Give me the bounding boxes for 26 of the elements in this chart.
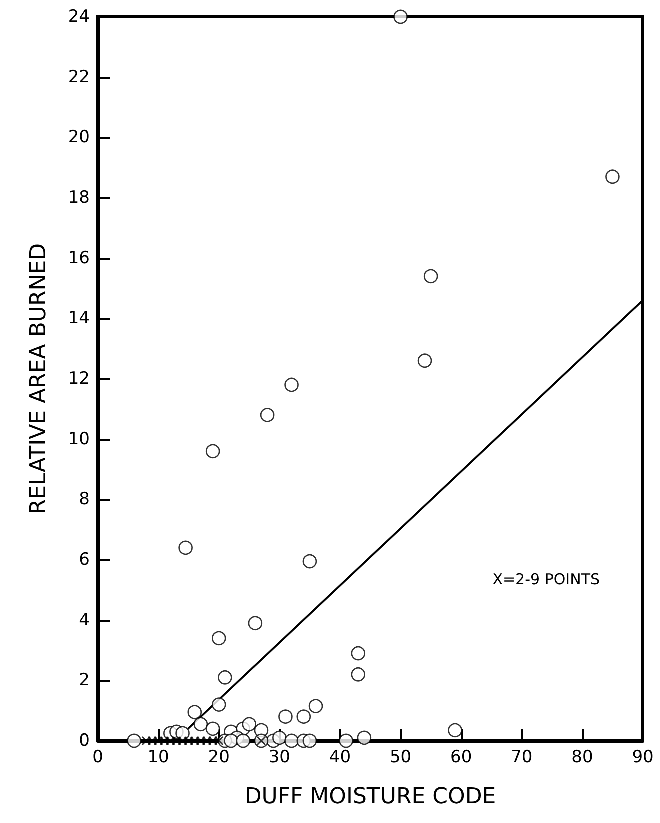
y-tick-label: 0 (79, 731, 90, 751)
x-tick-label: 60 (450, 748, 472, 768)
x-tick-label: 40 (329, 748, 352, 768)
y-tick-label: 22 (68, 67, 90, 88)
y-tick-label: 12 (68, 369, 90, 389)
x-tick-label: 70 (511, 748, 533, 768)
x-tick-label: 30 (268, 748, 290, 768)
y-tick-label: 4 (79, 610, 90, 630)
y-tick-label: 14 (68, 308, 90, 329)
y-tick-label: 8 (79, 490, 90, 510)
y-axis-title: RELATIVE AREA BURNED (26, 243, 52, 515)
y-tick-label: 6 (79, 550, 90, 570)
y-tick-label: 24 (68, 7, 90, 27)
y-tick-label: 10 (68, 429, 90, 450)
x-tick-label: 80 (572, 748, 594, 768)
y-tick-label: 18 (68, 188, 90, 208)
y-tick-label: 2 (79, 670, 90, 691)
y-tick-label: 16 (68, 248, 90, 268)
x-tick-label: 90 (632, 748, 654, 768)
x-tick-label: 50 (390, 748, 412, 768)
y-tick-label: 20 (68, 128, 90, 148)
annotation: X=2-9 POINTS (492, 570, 600, 588)
x-axis-title: DUFF MOISTURE CODE (244, 784, 496, 810)
x-tick-label: 10 (148, 748, 170, 768)
x-tick-label: 0 (92, 748, 104, 768)
x-tick-label: 20 (208, 748, 230, 768)
